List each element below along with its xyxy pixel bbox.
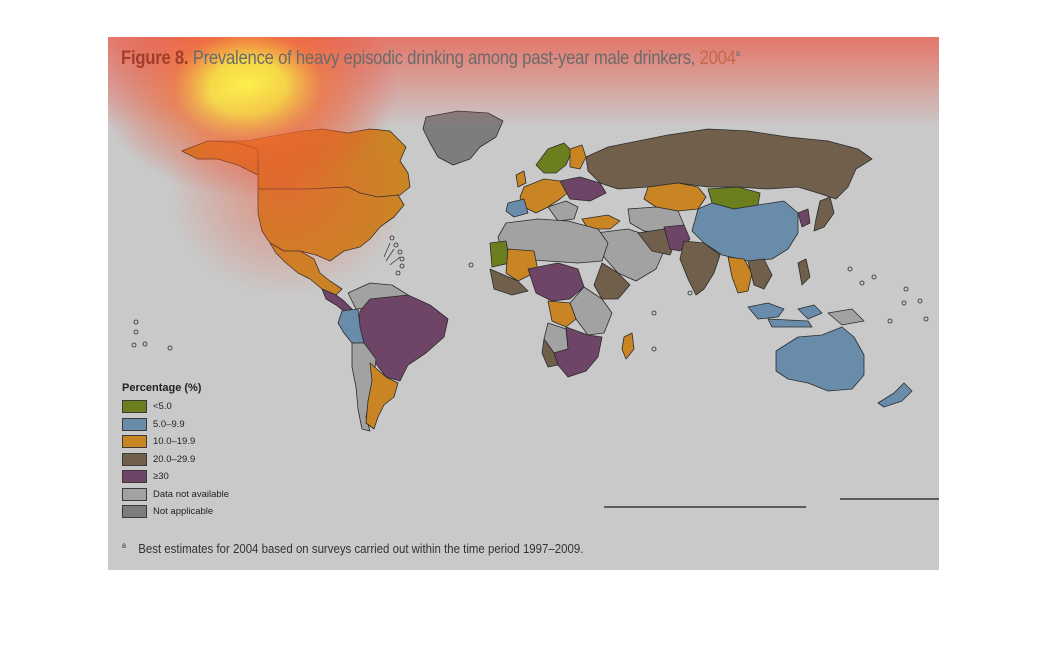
legend-title: Percentage (%) bbox=[122, 382, 202, 394]
region-indochina bbox=[747, 258, 773, 290]
legend-item: 10.0–19.9 bbox=[122, 433, 229, 451]
legend-label: ≥30 bbox=[153, 471, 169, 483]
region-india bbox=[679, 240, 721, 296]
legend-label: 20.0–29.9 bbox=[153, 453, 196, 465]
region-eastern-europe bbox=[559, 176, 607, 202]
region-central-africa bbox=[527, 262, 585, 302]
legend: Percentage (%) <5.0 5.0–9.9 10.0–19.9 20… bbox=[122, 382, 229, 521]
region-indonesia bbox=[747, 302, 823, 328]
region-japan bbox=[813, 196, 835, 232]
region-southern-africa bbox=[553, 326, 603, 378]
legend-item: 20.0–29.9 bbox=[122, 451, 229, 469]
region-greenland bbox=[422, 110, 504, 166]
region-southeast-asia bbox=[727, 256, 753, 294]
figure-label: Figure 8. bbox=[121, 48, 189, 69]
legend-label: Not applicable bbox=[153, 506, 214, 518]
legend-swatch bbox=[122, 470, 147, 484]
legend-swatch bbox=[122, 452, 147, 466]
region-new-zealand bbox=[877, 382, 913, 408]
legend-swatch bbox=[122, 435, 147, 449]
region-alaska bbox=[181, 140, 259, 176]
title-note-mark: a bbox=[735, 48, 740, 58]
figure-year: 2004 bbox=[699, 48, 736, 69]
legend-swatch bbox=[122, 400, 147, 414]
legend-swatch bbox=[122, 505, 147, 519]
legend-item: Data not available bbox=[122, 486, 229, 504]
region-balkans bbox=[547, 200, 579, 222]
legend-swatch bbox=[122, 487, 147, 501]
footnote-mark: a bbox=[122, 541, 126, 550]
legend-item: 5.0–9.9 bbox=[122, 416, 229, 434]
legend-label: 5.0–9.9 bbox=[153, 418, 185, 430]
figure-panel: Figure 8. Prevalence of heavy episodic d… bbox=[108, 37, 939, 570]
region-congo bbox=[547, 300, 577, 328]
legend-label: <5.0 bbox=[153, 401, 172, 413]
legend-swatch bbox=[122, 417, 147, 431]
world-map bbox=[131, 110, 939, 508]
region-scandinavia bbox=[535, 142, 573, 174]
legend-label: Data not available bbox=[153, 488, 230, 500]
region-argentina bbox=[365, 362, 399, 430]
region-iberia bbox=[505, 198, 529, 218]
region-philippines bbox=[797, 258, 811, 286]
region-namibia bbox=[541, 338, 559, 368]
legend-item: ≥30 bbox=[122, 468, 229, 486]
legend-item: <5.0 bbox=[122, 398, 229, 416]
legend-label: 10.0–19.9 bbox=[153, 436, 196, 448]
region-russia bbox=[585, 128, 873, 200]
footnote-text: Best estimates for 2004 based on surveys… bbox=[138, 541, 584, 556]
region-madagascar bbox=[621, 332, 635, 360]
footnote: a Best estimates for 2004 based on survey… bbox=[122, 541, 583, 556]
region-papua bbox=[827, 308, 865, 326]
figure-title-text: Prevalence of heavy episodic drinking am… bbox=[192, 48, 696, 69]
region-ethiopia bbox=[593, 262, 631, 300]
region-west-africa bbox=[489, 268, 529, 296]
region-australia bbox=[775, 326, 865, 392]
region-canada bbox=[181, 128, 411, 198]
region-finland bbox=[569, 144, 587, 170]
figure-title: Figure 8. Prevalence of heavy episodic d… bbox=[121, 48, 740, 70]
region-uk bbox=[515, 170, 527, 188]
legend-item: Not applicable bbox=[122, 503, 229, 521]
region-korea bbox=[797, 208, 811, 228]
